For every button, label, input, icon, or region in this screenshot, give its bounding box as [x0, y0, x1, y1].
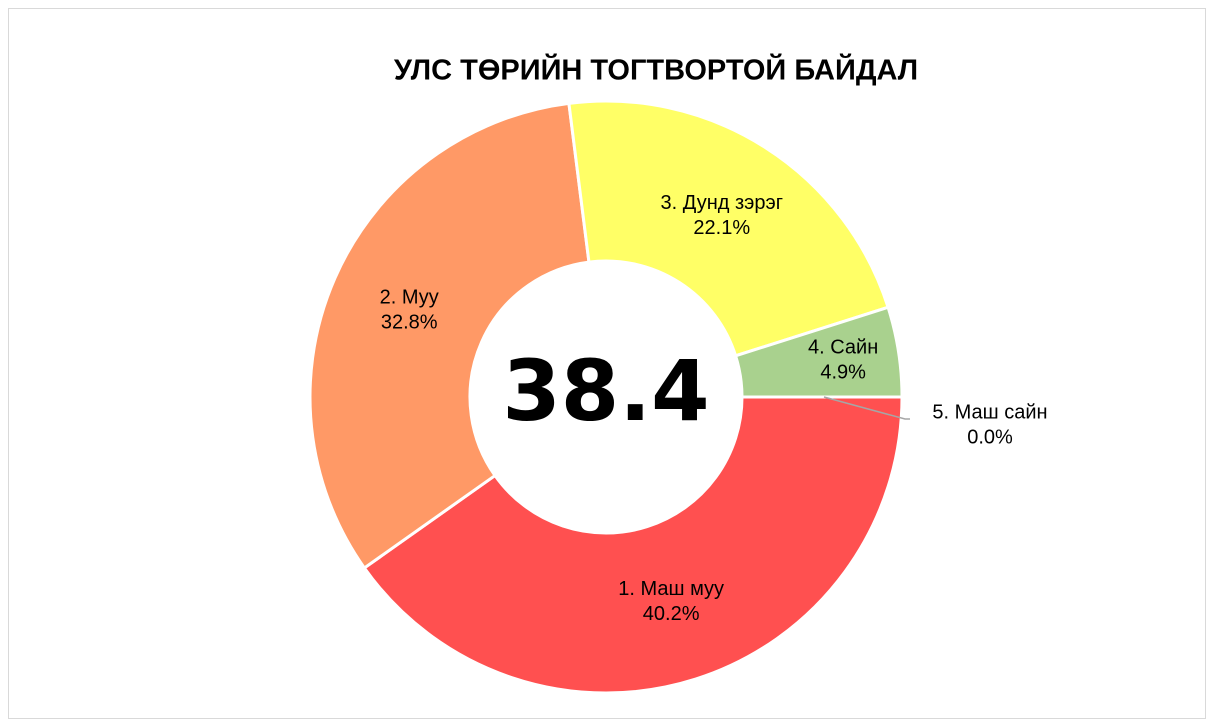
slice-label: 2. Муу: [380, 287, 439, 309]
donut-slice: [362, 395, 904, 695]
donut-slice: [567, 99, 890, 358]
slice-label: 1. Маш муу: [618, 578, 724, 600]
slice-label: 3. Дунд зэрэг: [661, 192, 784, 214]
slice-label: 5. Маш сайн: [932, 401, 1047, 423]
slice-value-label: 22.1%: [693, 217, 750, 239]
leader-line: [823, 396, 910, 420]
slice-value-label: 0.0%: [967, 426, 1013, 448]
slice-value-label: 40.2%: [643, 603, 700, 625]
slice-label: 4. Сайн: [808, 336, 878, 358]
chart-title: УЛС ТӨРИЙН ТОГТВОРТОЙ БАЙДАЛ: [394, 53, 918, 87]
center-value: 38.4: [502, 342, 709, 440]
donut-slice: [308, 101, 591, 571]
slice-value-label: 4.9%: [820, 361, 866, 383]
slice-value-label: 32.8%: [381, 312, 438, 334]
